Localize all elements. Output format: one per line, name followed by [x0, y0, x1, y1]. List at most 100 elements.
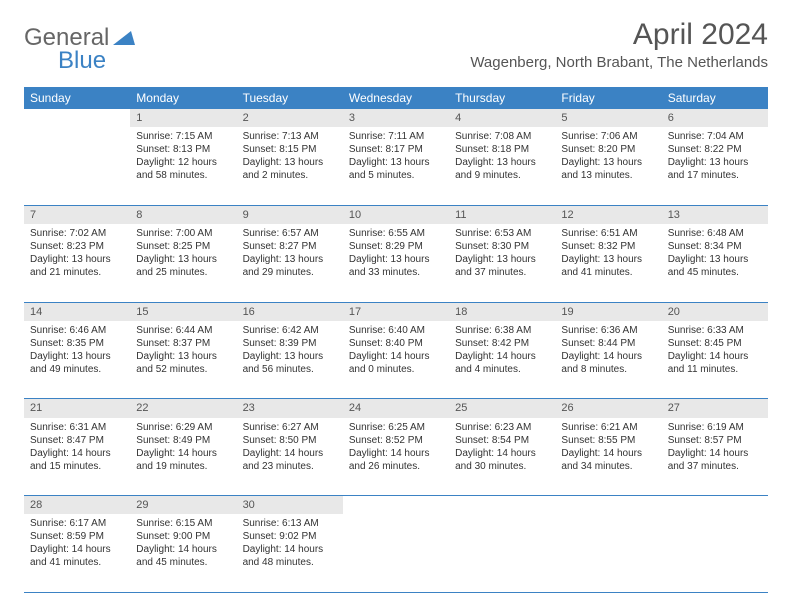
daylight-text: Daylight: 14 hours and 48 minutes. [243, 543, 337, 569]
day-number-cell: 17 [343, 302, 449, 321]
daylight-text: Daylight: 12 hours and 58 minutes. [136, 156, 230, 182]
sunset-text: Sunset: 8:13 PM [136, 143, 230, 156]
day-content-cell: Sunrise: 6:44 AMSunset: 8:37 PMDaylight:… [130, 321, 236, 399]
sunrise-text: Sunrise: 6:53 AM [455, 227, 549, 240]
daylight-text: Daylight: 14 hours and 15 minutes. [30, 447, 124, 473]
sunset-text: Sunset: 8:39 PM [243, 337, 337, 350]
day-content-cell: Sunrise: 6:53 AMSunset: 8:30 PMDaylight:… [449, 224, 555, 302]
daylight-text: Daylight: 14 hours and 37 minutes. [668, 447, 762, 473]
day-content-cell: Sunrise: 6:21 AMSunset: 8:55 PMDaylight:… [555, 418, 661, 496]
sunset-text: Sunset: 8:30 PM [455, 240, 549, 253]
daylight-text: Daylight: 14 hours and 41 minutes. [30, 543, 124, 569]
day-content-cell: Sunrise: 6:51 AMSunset: 8:32 PMDaylight:… [555, 224, 661, 302]
sunrise-text: Sunrise: 7:02 AM [30, 227, 124, 240]
day-content-cell: Sunrise: 6:55 AMSunset: 8:29 PMDaylight:… [343, 224, 449, 302]
day-number-cell: 24 [343, 399, 449, 418]
day-content-cell: Sunrise: 6:19 AMSunset: 8:57 PMDaylight:… [662, 418, 768, 496]
day-number-row: 282930 [24, 496, 768, 515]
sunset-text: Sunset: 8:27 PM [243, 240, 337, 253]
day-content-cell: Sunrise: 7:11 AMSunset: 8:17 PMDaylight:… [343, 127, 449, 205]
day-content-row: Sunrise: 6:46 AMSunset: 8:35 PMDaylight:… [24, 321, 768, 399]
day-number-cell: 22 [130, 399, 236, 418]
sunrise-text: Sunrise: 7:11 AM [349, 130, 443, 143]
daylight-text: Daylight: 14 hours and 30 minutes. [455, 447, 549, 473]
sunrise-text: Sunrise: 6:17 AM [30, 517, 124, 530]
weekday-header: Saturday [662, 87, 768, 109]
day-number-row: 123456 [24, 109, 768, 127]
day-content-row: Sunrise: 6:31 AMSunset: 8:47 PMDaylight:… [24, 418, 768, 496]
day-content-cell: Sunrise: 6:48 AMSunset: 8:34 PMDaylight:… [662, 224, 768, 302]
day-number-row: 21222324252627 [24, 399, 768, 418]
day-number-cell: 14 [24, 302, 130, 321]
day-content-row: Sunrise: 7:02 AMSunset: 8:23 PMDaylight:… [24, 224, 768, 302]
day-content-cell: Sunrise: 6:29 AMSunset: 8:49 PMDaylight:… [130, 418, 236, 496]
sunset-text: Sunset: 8:47 PM [30, 434, 124, 447]
daylight-text: Daylight: 14 hours and 19 minutes. [136, 447, 230, 473]
day-number-cell: 7 [24, 205, 130, 224]
sunset-text: Sunset: 8:32 PM [561, 240, 655, 253]
day-number-cell: 19 [555, 302, 661, 321]
day-number-cell: 30 [237, 496, 343, 515]
day-content-cell: Sunrise: 6:40 AMSunset: 8:40 PMDaylight:… [343, 321, 449, 399]
day-number-cell: 18 [449, 302, 555, 321]
day-number-cell: 10 [343, 205, 449, 224]
sunset-text: Sunset: 8:17 PM [349, 143, 443, 156]
daylight-text: Daylight: 13 hours and 25 minutes. [136, 253, 230, 279]
weekday-header: Friday [555, 87, 661, 109]
sunset-text: Sunset: 8:25 PM [136, 240, 230, 253]
day-number-row: 14151617181920 [24, 302, 768, 321]
day-number-cell: 3 [343, 109, 449, 127]
daylight-text: Daylight: 13 hours and 33 minutes. [349, 253, 443, 279]
day-content-cell: Sunrise: 6:13 AMSunset: 9:02 PMDaylight:… [237, 514, 343, 592]
day-content-cell: Sunrise: 6:57 AMSunset: 8:27 PMDaylight:… [237, 224, 343, 302]
day-number-cell: 5 [555, 109, 661, 127]
day-content-cell [662, 514, 768, 592]
sunrise-text: Sunrise: 6:13 AM [243, 517, 337, 530]
sunset-text: Sunset: 8:22 PM [668, 143, 762, 156]
day-content-cell: Sunrise: 7:06 AMSunset: 8:20 PMDaylight:… [555, 127, 661, 205]
day-content-cell: Sunrise: 6:17 AMSunset: 8:59 PMDaylight:… [24, 514, 130, 592]
weekday-header: Monday [130, 87, 236, 109]
sunrise-text: Sunrise: 6:40 AM [349, 324, 443, 337]
daylight-text: Daylight: 13 hours and 2 minutes. [243, 156, 337, 182]
day-number-cell [449, 496, 555, 515]
daylight-text: Daylight: 13 hours and 21 minutes. [30, 253, 124, 279]
day-number-cell [555, 496, 661, 515]
daylight-text: Daylight: 13 hours and 29 minutes. [243, 253, 337, 279]
day-content-cell: Sunrise: 6:27 AMSunset: 8:50 PMDaylight:… [237, 418, 343, 496]
day-number-cell: 11 [449, 205, 555, 224]
daylight-text: Daylight: 13 hours and 45 minutes. [668, 253, 762, 279]
day-content-cell: Sunrise: 6:42 AMSunset: 8:39 PMDaylight:… [237, 321, 343, 399]
weekday-header: Tuesday [237, 87, 343, 109]
daylight-text: Daylight: 14 hours and 45 minutes. [136, 543, 230, 569]
sunrise-text: Sunrise: 6:23 AM [455, 421, 549, 434]
sunset-text: Sunset: 8:29 PM [349, 240, 443, 253]
sunrise-text: Sunrise: 7:06 AM [561, 130, 655, 143]
sunrise-text: Sunrise: 6:36 AM [561, 324, 655, 337]
day-number-cell: 25 [449, 399, 555, 418]
sunset-text: Sunset: 8:55 PM [561, 434, 655, 447]
day-content-cell: Sunrise: 7:00 AMSunset: 8:25 PMDaylight:… [130, 224, 236, 302]
day-content-cell: Sunrise: 6:25 AMSunset: 8:52 PMDaylight:… [343, 418, 449, 496]
sunrise-text: Sunrise: 6:33 AM [668, 324, 762, 337]
daylight-text: Daylight: 14 hours and 34 minutes. [561, 447, 655, 473]
weekday-header: Wednesday [343, 87, 449, 109]
day-number-cell: 21 [24, 399, 130, 418]
sunrise-text: Sunrise: 6:48 AM [668, 227, 762, 240]
day-number-cell: 29 [130, 496, 236, 515]
day-content-cell: Sunrise: 6:31 AMSunset: 8:47 PMDaylight:… [24, 418, 130, 496]
day-content-cell: Sunrise: 6:38 AMSunset: 8:42 PMDaylight:… [449, 321, 555, 399]
sunrise-text: Sunrise: 7:00 AM [136, 227, 230, 240]
day-number-cell: 20 [662, 302, 768, 321]
calendar-body: 123456Sunrise: 7:15 AMSunset: 8:13 PMDay… [24, 109, 768, 592]
day-content-cell: Sunrise: 7:08 AMSunset: 8:18 PMDaylight:… [449, 127, 555, 205]
sunrise-text: Sunrise: 6:46 AM [30, 324, 124, 337]
sunrise-text: Sunrise: 6:57 AM [243, 227, 337, 240]
day-content-cell [555, 514, 661, 592]
sunset-text: Sunset: 8:52 PM [349, 434, 443, 447]
sunset-text: Sunset: 8:35 PM [30, 337, 124, 350]
day-content-cell: Sunrise: 6:36 AMSunset: 8:44 PMDaylight:… [555, 321, 661, 399]
daylight-text: Daylight: 14 hours and 26 minutes. [349, 447, 443, 473]
day-content-cell: Sunrise: 7:13 AMSunset: 8:15 PMDaylight:… [237, 127, 343, 205]
sunrise-text: Sunrise: 7:04 AM [668, 130, 762, 143]
